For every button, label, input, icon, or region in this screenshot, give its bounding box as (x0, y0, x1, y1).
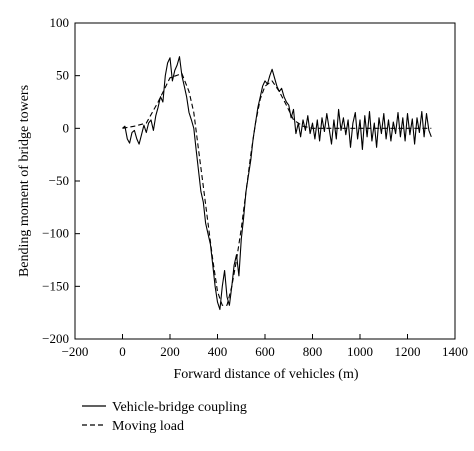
legend-label-vehicle-bridge-coupling: Vehicle-bridge coupling (112, 400, 247, 415)
x-axis-ticks: −200 0 200 400 600 800 1000 1200 1400 (62, 334, 468, 359)
x-tick-label: 1000 (347, 344, 373, 359)
plot-frame (74, 22, 456, 340)
y-axis-ticks: −200 −150 −100 −50 0 50 100 (42, 15, 80, 346)
x-tick-label: 800 (303, 344, 323, 359)
y-tick-label: 50 (56, 68, 69, 83)
y-tick-label: −200 (42, 331, 69, 346)
y-tick-label: 0 (63, 120, 70, 135)
x-tick-label: 1400 (442, 344, 468, 359)
x-tick-label: 0 (119, 344, 126, 359)
y-axis-title: Bending moment of bridge towers (17, 85, 32, 277)
y-tick-label: −50 (49, 173, 69, 188)
series-line-vehicle-bridge-coupling (122, 56, 432, 311)
legend: Vehicle-bridge coupling Moving load (82, 400, 247, 434)
legend-label-moving-load: Moving load (112, 419, 184, 434)
series-line-moving-load (122, 73, 432, 306)
y-tick-label: −100 (42, 226, 69, 241)
x-tick-label: 1200 (395, 344, 421, 359)
y-tick-label: 100 (50, 15, 70, 30)
x-tick-label: 600 (255, 344, 275, 359)
x-tick-label: −200 (62, 344, 89, 359)
y-tick-label: −150 (42, 278, 69, 293)
x-tick-label: 400 (208, 344, 228, 359)
x-axis-title: Forward distance of vehicles (m) (173, 367, 358, 382)
series-layer (122, 56, 432, 311)
x-tick-label: 200 (160, 344, 180, 359)
